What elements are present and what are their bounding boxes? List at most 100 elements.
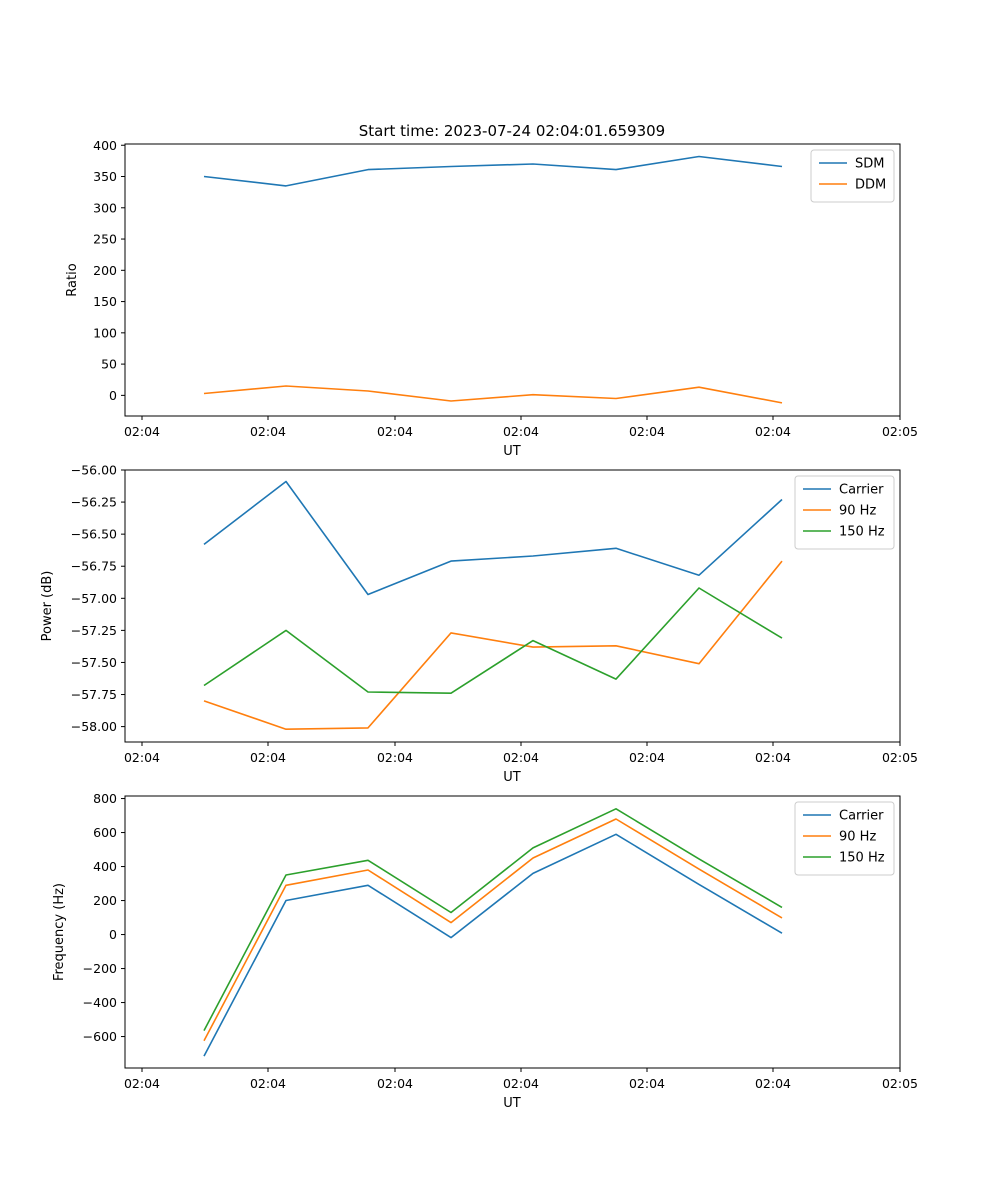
x-tick-label: 02:04 xyxy=(503,424,539,439)
y-tick: −57.25 xyxy=(71,623,125,638)
y-tick-label: −400 xyxy=(83,995,117,1010)
series-line-carrier xyxy=(203,480,783,596)
y-tick: 300 xyxy=(93,200,125,215)
y-tick-label: −200 xyxy=(83,961,117,976)
x-tick: 02:04 xyxy=(377,1068,413,1091)
legend-label: DDM xyxy=(855,178,886,193)
y-tick-label: 250 xyxy=(93,232,117,247)
panel-ratio: 0 50 100 150 200 250 300 350 400 02:04 02:04 02:04 0… xyxy=(65,138,918,459)
y-axis-label: Power (dB) xyxy=(40,571,55,642)
y-tick-label: 300 xyxy=(93,200,117,215)
x-axis-label: UT xyxy=(503,770,521,785)
y-tick: −400 xyxy=(83,995,125,1010)
x-tick: 02:04 xyxy=(250,1068,286,1091)
y-tick: −56.75 xyxy=(71,559,125,574)
x-tick: 02:04 xyxy=(250,416,286,439)
y-tick: −57.00 xyxy=(71,591,125,606)
figure-title: Start time: 2023-07-24 02:04:01.659309 xyxy=(359,122,665,140)
legend: Carrier 90 Hz 150 Hz xyxy=(794,475,895,550)
x-tick: 02:04 xyxy=(755,416,791,439)
y-tick: −57.75 xyxy=(71,687,125,702)
y-tick-label: 0 xyxy=(109,388,117,403)
y-tick-label: −58.00 xyxy=(71,719,117,734)
x-tick-label: 02:04 xyxy=(629,424,665,439)
y-tick-label: 100 xyxy=(93,325,117,340)
x-tick-label: 02:04 xyxy=(377,750,413,765)
y-tick-label: −56.25 xyxy=(71,495,117,510)
x-tick: 02:04 xyxy=(755,1068,791,1091)
legend-label: Carrier xyxy=(839,483,884,498)
y-tick: 800 xyxy=(93,791,125,806)
y-tick: 200 xyxy=(93,263,125,278)
legend-label: SDM xyxy=(855,157,884,172)
y-tick: 400 xyxy=(93,859,125,874)
y-tick-label: −600 xyxy=(83,1029,117,1044)
x-tick-label: 02:05 xyxy=(882,424,918,439)
y-tick-label: 600 xyxy=(93,825,117,840)
legend-label: 90 Hz xyxy=(839,830,876,845)
x-tick: 02:04 xyxy=(377,416,413,439)
x-tick: 02:04 xyxy=(124,742,160,765)
axes-frame xyxy=(124,143,901,417)
y-tick-label: −57.50 xyxy=(71,655,117,670)
y-tick-label: −57.75 xyxy=(71,687,117,702)
legend-label: 150 Hz xyxy=(839,525,885,540)
y-tick-label: 400 xyxy=(93,859,117,874)
x-tick-label: 02:04 xyxy=(377,424,413,439)
x-tick-label: 02:04 xyxy=(377,1076,413,1091)
x-tick-label: 02:04 xyxy=(250,1076,286,1091)
x-tick: 02:04 xyxy=(755,742,791,765)
x-tick-label: 02:05 xyxy=(882,750,918,765)
legend-label: 90 Hz xyxy=(839,504,876,519)
panel-power: −58.00 −57.75 −57.50 −57.25 −57.00 −56.75 −56.… xyxy=(40,463,918,786)
x-tick: 02:04 xyxy=(124,416,160,439)
y-tick: 400 xyxy=(93,138,125,153)
y-tick-label: −56.00 xyxy=(71,463,117,478)
y-tick-label: 800 xyxy=(93,791,117,806)
y-tick: 0 xyxy=(109,927,125,942)
series-line-90-hz xyxy=(203,818,783,1042)
y-tick-label: 200 xyxy=(93,893,117,908)
x-tick: 02:05 xyxy=(882,742,918,765)
series-line-150-hz xyxy=(203,807,783,1031)
y-tick: −200 xyxy=(83,961,125,976)
x-tick-label: 02:04 xyxy=(124,1076,160,1091)
y-tick: −57.50 xyxy=(71,655,125,670)
legend: SDM DDM xyxy=(810,149,895,203)
x-tick: 02:04 xyxy=(629,742,665,765)
x-axis-label: UT xyxy=(503,444,521,459)
x-tick-label: 02:04 xyxy=(629,1076,665,1091)
y-tick: 250 xyxy=(93,232,125,247)
y-tick: −56.50 xyxy=(71,527,125,542)
x-tick: 02:04 xyxy=(503,742,539,765)
y-tick: −600 xyxy=(83,1029,125,1044)
axes-frame xyxy=(124,469,901,743)
y-tick: 0 xyxy=(109,388,125,403)
x-tick-label: 02:04 xyxy=(755,750,791,765)
x-tick-label: 02:04 xyxy=(629,750,665,765)
y-axis-label: Ratio xyxy=(65,263,80,296)
y-tick: −56.25 xyxy=(71,495,125,510)
x-tick: 02:04 xyxy=(377,742,413,765)
x-tick-label: 02:04 xyxy=(755,1076,791,1091)
x-axis-label: UT xyxy=(503,1096,521,1111)
y-tick-label: 150 xyxy=(93,294,117,309)
x-tick: 02:04 xyxy=(629,416,665,439)
y-tick: 50 xyxy=(101,357,125,372)
y-tick-label: −56.50 xyxy=(71,527,117,542)
y-axis-label: Frequency (Hz) xyxy=(52,883,67,981)
x-tick-label: 02:04 xyxy=(503,750,539,765)
y-tick-label: 50 xyxy=(101,357,117,372)
x-tick: 02:05 xyxy=(882,1068,918,1091)
axes-frame xyxy=(124,795,901,1069)
y-tick: 600 xyxy=(93,825,125,840)
x-tick: 02:04 xyxy=(503,1068,539,1091)
legend: Carrier 90 Hz 150 Hz xyxy=(794,801,895,876)
y-tick: 200 xyxy=(93,893,125,908)
y-tick: 350 xyxy=(93,169,125,184)
x-tick-label: 02:04 xyxy=(250,750,286,765)
y-tick: −58.00 xyxy=(71,719,125,734)
x-tick-label: 02:04 xyxy=(124,424,160,439)
x-tick: 02:04 xyxy=(124,1068,160,1091)
series-line-carrier xyxy=(203,833,783,1057)
